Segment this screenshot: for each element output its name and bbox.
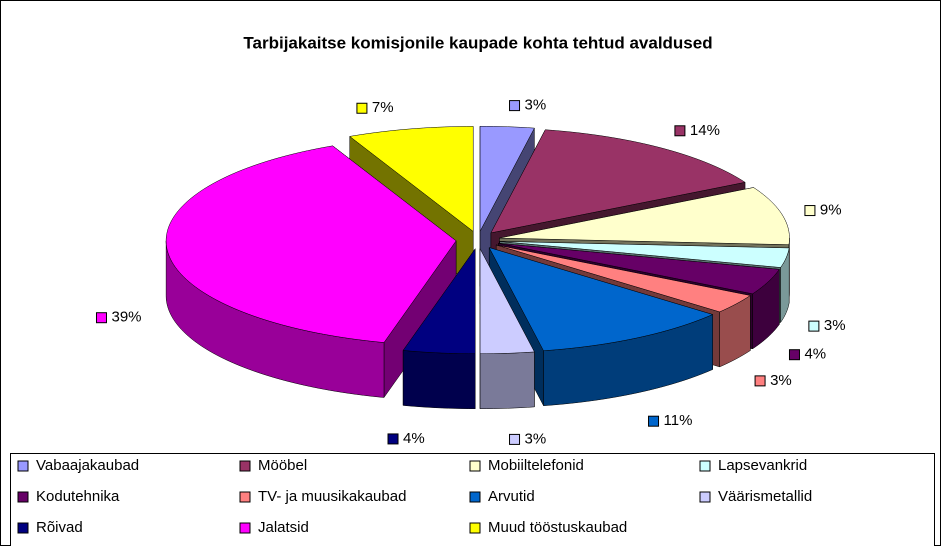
- label-key: [674, 125, 686, 137]
- label-key: [509, 100, 521, 112]
- slice: [499, 187, 790, 245]
- data-label: 7%: [372, 99, 394, 116]
- legend-key: [239, 522, 251, 534]
- data-label: 3%: [770, 372, 792, 389]
- data-label: 9%: [820, 202, 842, 219]
- data-label: 14%: [690, 122, 720, 139]
- legend-label: Kodutehnika: [36, 488, 120, 505]
- data-label: 3%: [525, 430, 547, 447]
- slice: [488, 247, 714, 351]
- slice: [479, 125, 535, 232]
- legend-label: Jalatsid: [258, 519, 309, 536]
- slice-wall: [479, 351, 535, 410]
- legend-key: [17, 491, 29, 503]
- legend-label: Väärismetallid: [718, 488, 812, 505]
- data-label: 3%: [824, 317, 846, 334]
- slice: [165, 145, 457, 343]
- label-key: [788, 349, 800, 361]
- legend-key: [699, 491, 711, 503]
- data-label: 4%: [403, 430, 425, 447]
- slice: [402, 247, 476, 354]
- label-key: [804, 205, 816, 217]
- legend-label: Muud tööstuskaubad: [488, 519, 627, 536]
- slice-wall: [402, 350, 476, 409]
- legend-key: [17, 522, 29, 534]
- data-label: 11%: [664, 412, 693, 429]
- legend-label: Lapsevankrid: [718, 457, 807, 474]
- legend-key: [469, 460, 481, 472]
- legend-key: [17, 460, 29, 472]
- legend-label: TV- ja muusikakaubad: [258, 488, 406, 505]
- pie: [165, 125, 790, 410]
- legend-label: Arvutid: [488, 488, 535, 505]
- label-key: [387, 433, 399, 445]
- label-key: [648, 415, 660, 427]
- slice: [498, 242, 780, 295]
- legend-key: [239, 460, 251, 472]
- legend-label: Mööbel: [258, 457, 307, 474]
- data-label: 4%: [804, 346, 826, 363]
- legend-label: Mobiiltelefonid: [488, 457, 584, 474]
- slice: [349, 126, 474, 232]
- slice: [490, 129, 746, 234]
- legend-label: Rõivad: [36, 519, 83, 536]
- label-key: [754, 375, 766, 387]
- data-label: 3%: [525, 97, 547, 114]
- data-label: 39%: [111, 309, 141, 326]
- label-key: [509, 433, 521, 445]
- label-key: [356, 102, 368, 114]
- label-key: [95, 312, 107, 324]
- slice: [499, 241, 790, 268]
- legend-key: [699, 460, 711, 472]
- legend-key: [469, 522, 481, 534]
- chart-title: Tarbijakaitse komisjonile kaupade kohta …: [243, 33, 712, 52]
- legend-key: [469, 491, 481, 503]
- label-key: [808, 320, 820, 332]
- legend-label: Vabaajakaubad: [36, 457, 139, 474]
- slice: [479, 248, 535, 355]
- slice: [496, 244, 751, 313]
- legend-key: [239, 491, 251, 503]
